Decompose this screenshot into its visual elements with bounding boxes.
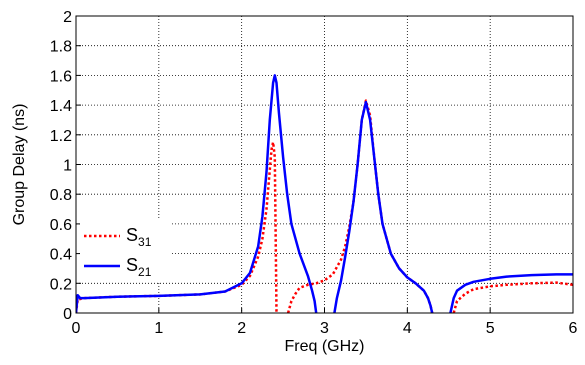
x-tick-label-6: 6: [569, 320, 578, 337]
y-tick-label-10: 2: [63, 9, 72, 26]
y-tick-label-9: 1.8: [50, 39, 72, 56]
y-tick-label-7: 1.4: [50, 98, 72, 115]
grid: [76, 16, 573, 313]
series-s21-segment-0: [76, 74, 318, 313]
legend: S31 S21: [80, 218, 172, 282]
legend-box: [80, 218, 172, 282]
legend-label-s21-main: S: [126, 255, 138, 275]
x-tick-labels: 0 1 2 3 4 5 6: [72, 308, 578, 337]
series-s21: [76, 74, 573, 313]
series-s31-segment-2: [452, 281, 573, 313]
series-s21-segment-1: [333, 100, 434, 313]
y-tick-label-8: 1.6: [50, 68, 72, 85]
x-axis-label: Freq (GHz): [285, 338, 365, 355]
x-tick-label-5: 5: [486, 320, 495, 337]
y-axis-label: Group Delay (ns): [11, 104, 28, 226]
y-tick-label-3: 0.6: [50, 217, 72, 234]
x-tick-label-1: 1: [154, 320, 163, 337]
series-layer: [76, 74, 573, 313]
legend-label-s21: S21: [126, 255, 152, 279]
legend-label-s31-main: S: [126, 225, 138, 245]
y-tick-label-5: 1: [63, 158, 72, 175]
series-s21-segment-2: [449, 273, 573, 313]
x-tick-label-2: 2: [237, 320, 246, 337]
y-tick-label-0: 0: [63, 306, 72, 323]
x-tick-label-3: 3: [320, 320, 329, 337]
y-tick-label-2: 0.4: [50, 247, 72, 264]
y-tick-label-6: 1.2: [50, 128, 72, 145]
legend-label-s21-sub: 21: [138, 265, 152, 279]
y-tick-label-4: 0.8: [50, 187, 72, 204]
x-tick-label-4: 4: [403, 320, 412, 337]
x-tick-label-0: 0: [72, 320, 81, 337]
legend-label-s31-sub: 31: [138, 235, 152, 249]
legend-label-s31: S31: [126, 225, 152, 249]
y-tick-label-1: 0.2: [50, 276, 72, 293]
